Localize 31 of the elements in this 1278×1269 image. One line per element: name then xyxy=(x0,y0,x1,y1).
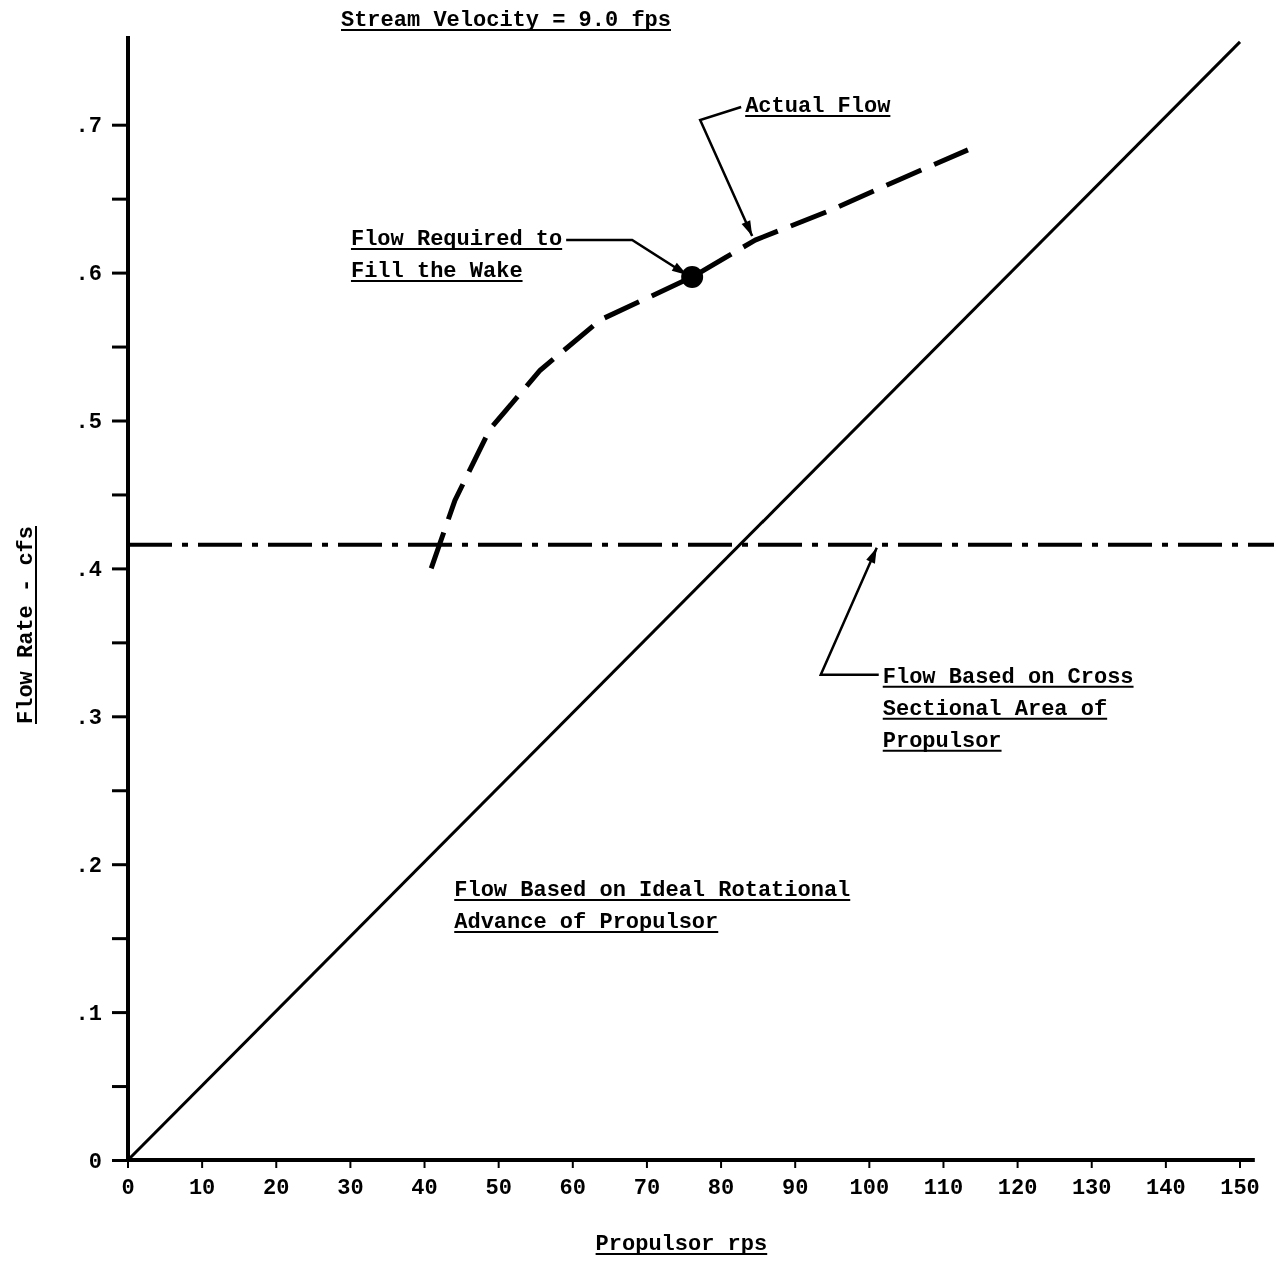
x-tick-label: 110 xyxy=(923,1176,964,1201)
y-tick-label: 0 xyxy=(88,1149,102,1175)
annotation: Flow Required to Fill the Wake xyxy=(350,227,563,285)
x-tick-label: 90 xyxy=(782,1176,809,1201)
y-tick-label: .5 xyxy=(75,410,102,436)
y-tick-label: .6 xyxy=(75,262,102,288)
x-tick-label: 70 xyxy=(633,1176,661,1201)
y-tick-label: .4 xyxy=(75,557,102,583)
x-tick-label: 130 xyxy=(1071,1176,1112,1201)
x-tick-label: 10 xyxy=(188,1176,216,1201)
x-tick-label: 50 xyxy=(485,1176,512,1201)
ref-line-label: Flow Based on Cross Sectional Area of Propulsor xyxy=(882,664,1134,754)
x-tick-label: 150 xyxy=(1220,1176,1260,1201)
text: Actual Flow xyxy=(745,94,892,120)
x-tick-label: 40 xyxy=(411,1176,438,1201)
x-tick-label: 120 xyxy=(997,1176,1038,1201)
x-tick-label: 100 xyxy=(849,1176,890,1201)
x-tick-label: 80 xyxy=(707,1176,735,1201)
x-tick-label: 140 xyxy=(1146,1176,1186,1201)
x-tick-label: 0 xyxy=(121,1176,135,1201)
x-tick-label: 20 xyxy=(263,1176,290,1201)
y-tick-label: .2 xyxy=(75,853,102,879)
x-tick-label: 60 xyxy=(559,1176,586,1201)
x-tick-label: 30 xyxy=(337,1176,364,1201)
chart-title: Stream Velocity = 9.0 fps xyxy=(340,8,672,33)
series-label: Flow Based on Ideal Rotational Advance of Propulsor xyxy=(454,878,851,936)
y-axis-title: Flow Rate - cfs xyxy=(14,525,39,725)
x-axis-title: Propulsor rps xyxy=(595,1232,768,1257)
y-tick-label: .1 xyxy=(75,1001,102,1027)
y-tick-label: .3 xyxy=(75,705,102,731)
y-tick-label: .7 xyxy=(75,114,102,140)
